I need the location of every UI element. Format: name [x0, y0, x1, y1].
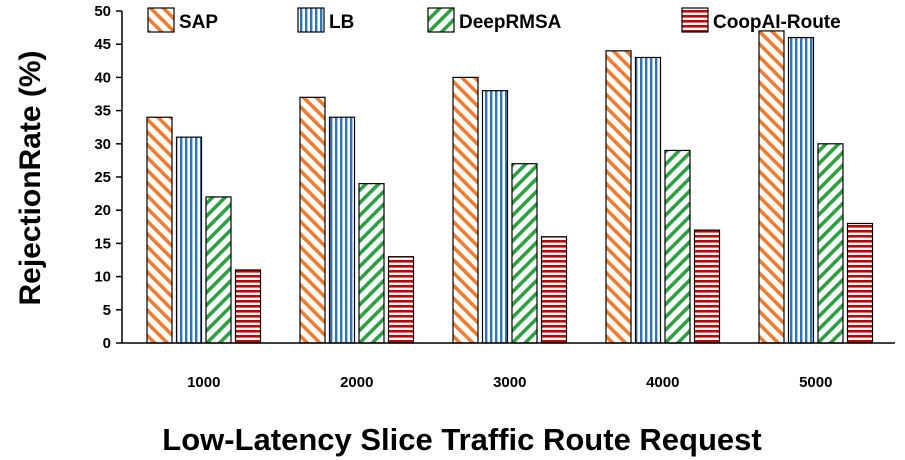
- y-tick-label: 35: [94, 103, 111, 120]
- x-axis-ticks: 1000 2000 3000 4000 5000: [187, 374, 832, 391]
- x-tick-label: 1000: [187, 374, 220, 391]
- legend-label: SAP: [179, 12, 218, 33]
- bars: [146, 30, 874, 344]
- bar-lb-1000: [175, 136, 203, 344]
- bar-lb-3000: [481, 90, 509, 344]
- bar-coopai-route-2000: [387, 256, 415, 344]
- bar-coopai-route-5000: [846, 222, 874, 344]
- bar-group-1000: [146, 116, 262, 344]
- bar-sap-2000: [299, 96, 326, 344]
- legend-label: DeepRMSA: [459, 12, 562, 33]
- y-tick-label: 5: [103, 302, 111, 319]
- bar-deeprmsa-2000: [358, 183, 385, 344]
- y-axis-title: RejectionRate (%): [14, 50, 47, 305]
- bar-deeprmsa-5000: [817, 143, 844, 344]
- bar-sap-1000: [146, 116, 173, 344]
- legend-item-sap: SAP: [147, 7, 218, 33]
- legend-item-deeprmsa: DeepRMSA: [427, 7, 562, 33]
- legend-item-coopai-route: CoopAI-Route: [681, 7, 841, 33]
- bar-deeprmsa-1000: [205, 196, 232, 344]
- y-tick-label: 30: [94, 136, 111, 153]
- legend-swatch: [681, 7, 709, 33]
- legend-label: LB: [329, 12, 354, 33]
- bar-deeprmsa-3000: [511, 163, 538, 344]
- y-tick-label: 40: [94, 69, 111, 86]
- y-axis-label: RejectionRate (%): [14, 50, 47, 305]
- bar-lb-2000: [328, 116, 356, 344]
- bar-coopai-route-1000: [234, 269, 262, 344]
- x-tick-label: 5000: [799, 374, 832, 391]
- bar-coopai-route-4000: [693, 229, 721, 344]
- x-tick-label: 3000: [493, 374, 526, 391]
- legend-label: CoopAI-Route: [713, 12, 841, 33]
- x-axis-label: Low-Latency Slice Traffic Route Request: [162, 422, 761, 457]
- y-tick-label: 25: [94, 169, 111, 186]
- bar-lb-4000: [634, 56, 662, 344]
- bar-sap-3000: [452, 76, 479, 344]
- bar-coopai-route-3000: [540, 236, 568, 344]
- bar-group-4000: [605, 50, 721, 344]
- y-tick-label: 45: [94, 36, 111, 53]
- bar-group-5000: [758, 30, 874, 344]
- y-tick-label: 20: [94, 202, 111, 219]
- x-tick-label: 2000: [340, 374, 373, 391]
- bar-lb-5000: [787, 36, 815, 344]
- bar-group-3000: [452, 76, 568, 344]
- y-tick-label: 15: [94, 235, 111, 252]
- y-tick-label: 50: [94, 3, 111, 20]
- legend-item-lb: LB: [297, 7, 354, 33]
- legend-swatch: [297, 7, 325, 33]
- bar-deeprmsa-4000: [664, 149, 691, 344]
- bar-sap-4000: [605, 50, 632, 344]
- legend: SAP LB DeepRMSA CoopAI-Route: [147, 7, 841, 33]
- y-axis-ticks: 0 5 10 15 20 25 30 35 40 45 50: [94, 3, 122, 352]
- y-tick-label: 10: [94, 269, 111, 286]
- x-tick-label: 4000: [646, 374, 679, 391]
- legend-swatch: [427, 7, 455, 33]
- legend-swatch: [147, 7, 175, 33]
- y-tick-label: 0: [103, 335, 111, 352]
- bar-sap-5000: [758, 30, 785, 344]
- bar-group-2000: [299, 96, 415, 344]
